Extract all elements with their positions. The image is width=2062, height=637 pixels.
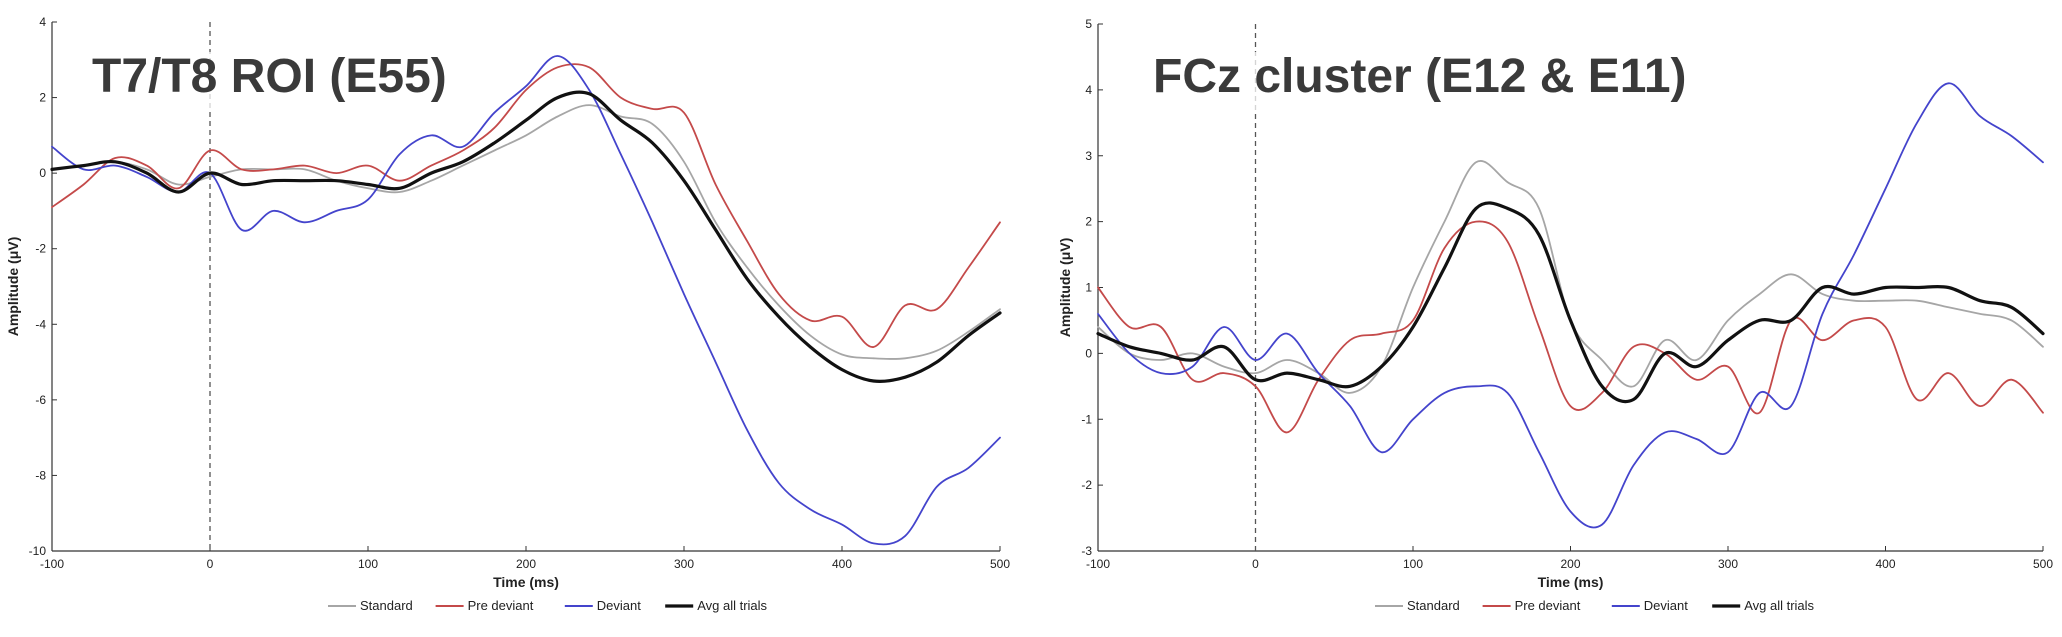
x-axis-label: Time (ms) [493,574,559,590]
y-tick-label: -3 [1081,544,1092,558]
legend-label-deviant: Deviant [597,598,641,613]
series-line-standard [51,104,1001,360]
y-tick-label: 5 [1085,17,1092,31]
series-line-deviant [51,55,1001,546]
y-axis-label: Amplitude (μV) [5,237,21,337]
y-tick-label: 2 [1085,215,1092,229]
chart-title: FCz cluster (E12 & E11) [1153,50,1687,103]
y-tick-label: 2 [39,91,46,105]
legend-label-pre-deviant: Pre deviant [468,598,534,613]
x-tick-label: 500 [990,557,1010,571]
y-tick-label: -2 [1081,478,1092,492]
y-axis-label: Amplitude (μV) [1057,238,1073,338]
legend-label-deviant: Deviant [1644,598,1688,613]
x-tick-label: 400 [832,557,852,571]
y-tick-label: 0 [1085,346,1092,360]
series-line-standard [1097,160,2044,394]
x-axis-label: Time (ms) [1538,574,1604,590]
legend-label-standard: Standard [1407,598,1460,613]
series-line-avg-all-trials [50,90,1002,383]
legend-label-avg-all-trials: Avg all trials [697,598,767,613]
x-tick-label: 200 [1560,557,1580,571]
series-line-pre-deviant [51,63,1001,348]
y-tick-label: 4 [39,15,46,29]
chart-title-backdrop [70,52,470,110]
series-line-avg-all-trials [1096,201,2045,404]
y-tick-label: 0 [39,166,46,180]
chart-title-backdrop [1130,52,1730,110]
x-tick-label: 400 [1875,557,1895,571]
y-tick-label: 4 [1085,83,1092,97]
chart-panel-right: -3 -2 -1 0 1 2 3 4 5 -100 0 100 200 300 400 500 Time (ms… [1057,17,2053,613]
legend-label-pre-deviant: Pre deviant [1515,598,1581,613]
y-tick-label: -10 [29,544,47,558]
y-tick-label: 3 [1085,149,1092,163]
x-tick-label: 100 [1403,557,1423,571]
x-tick-label: 500 [2033,557,2053,571]
x-tick-label: -100 [1086,557,1110,571]
series-line-pre-deviant [1097,220,2044,434]
x-tick-label: 0 [207,557,214,571]
x-tick-label: 300 [1718,557,1738,571]
chart-panel-left: -10 -8 -6 -4 -2 0 2 4 -100 0 100 200 300 400 500 Time (… [5,15,1010,613]
chart-title: T7/T8 ROI (E55) [92,50,447,103]
y-tick-label: -6 [35,393,46,407]
y-tick-label: -8 [35,468,46,482]
y-tick-label: -4 [35,317,46,331]
x-tick-label: 300 [674,557,694,571]
x-tick-label: 100 [358,557,378,571]
x-tick-label: 200 [516,557,536,571]
legend-label-standard: Standard [360,598,413,613]
x-tick-label: 0 [1252,557,1259,571]
legend-label-avg-all-trials: Avg all trials [1744,598,1814,613]
y-tick-label: -1 [1081,412,1092,426]
series-line-deviant [1097,82,2044,529]
y-tick-label: 1 [1085,281,1092,295]
y-tick-label: -2 [35,242,46,256]
x-tick-label: -100 [40,557,64,571]
